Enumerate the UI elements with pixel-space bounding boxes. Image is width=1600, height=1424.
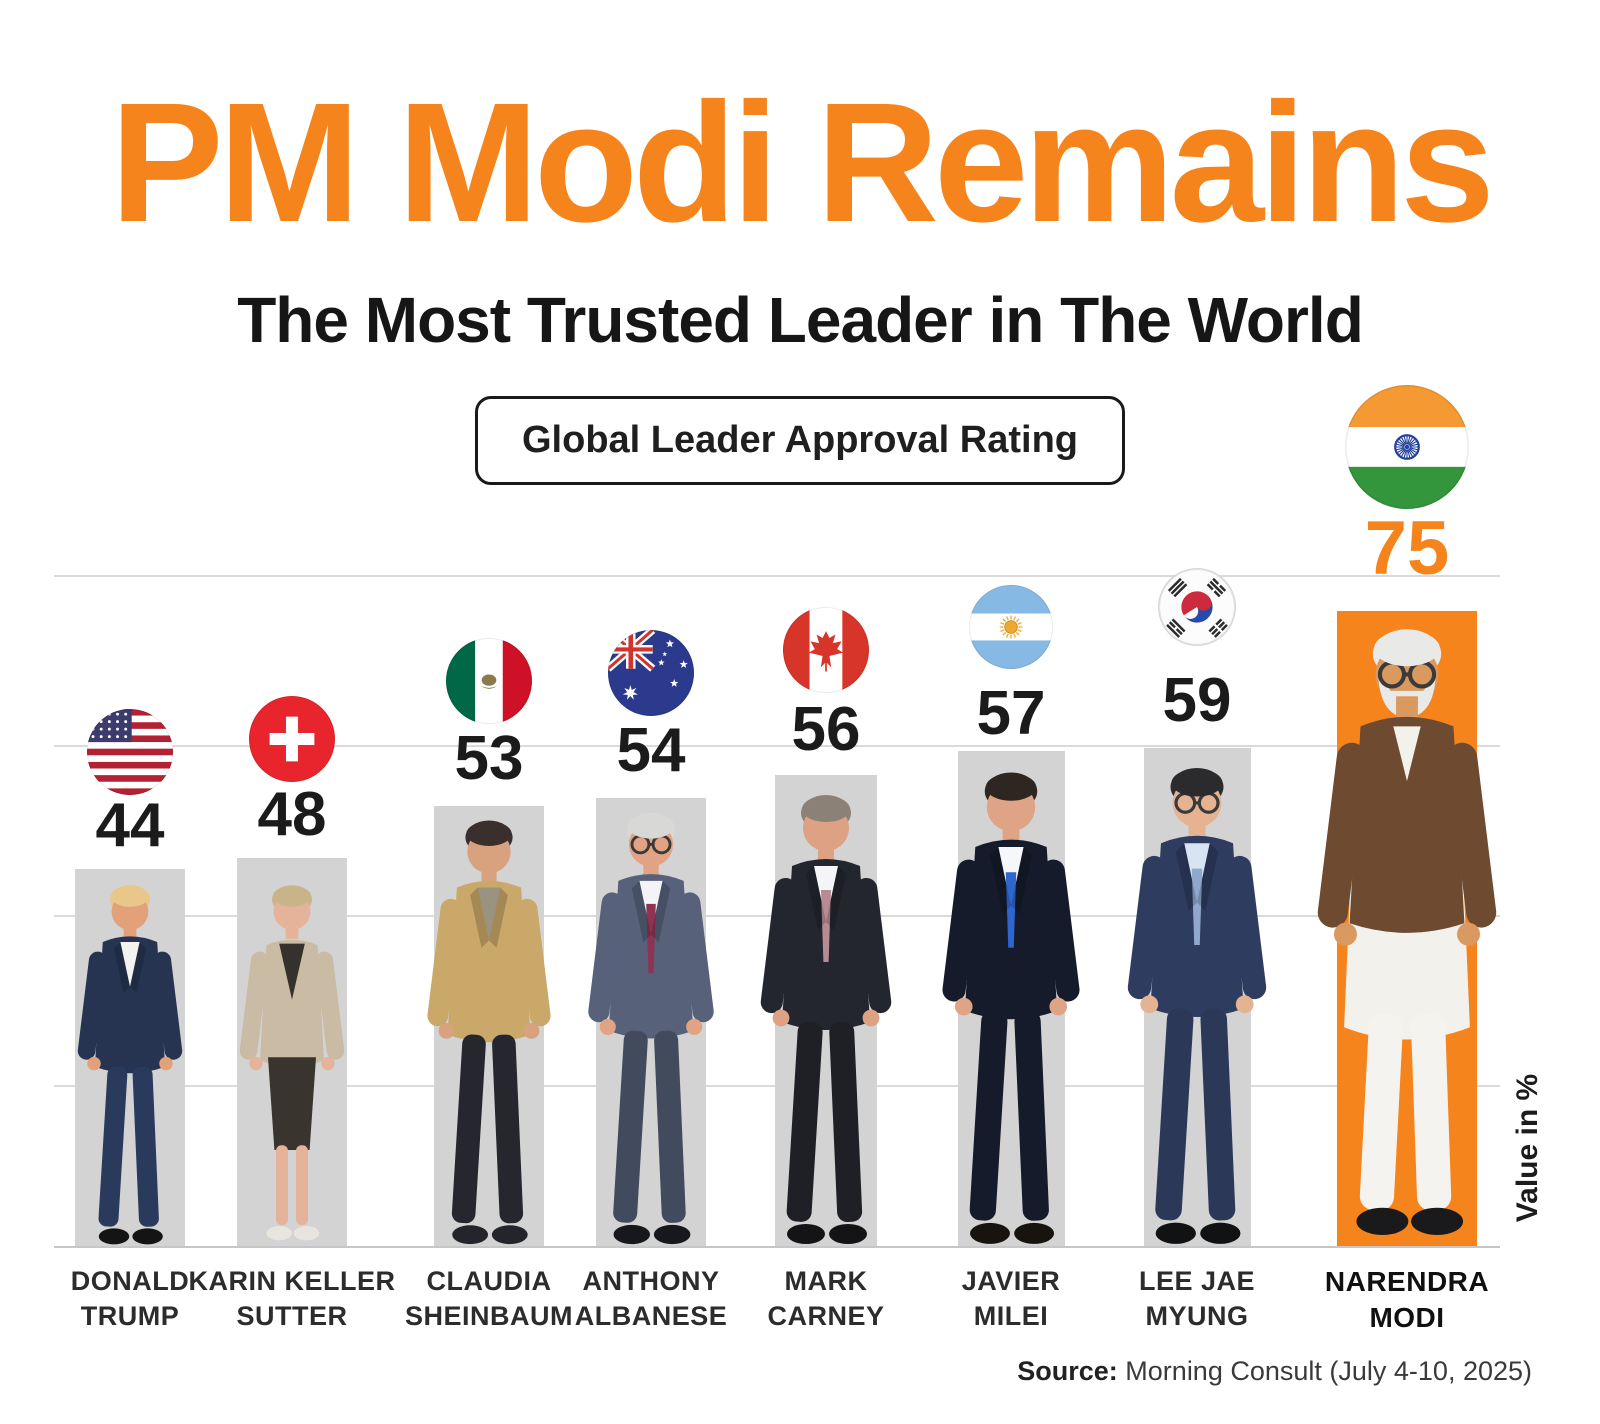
leader-photo-karin-keller-sutter bbox=[239, 885, 345, 1241]
leader-name-lee-jae-myung: LEE JAE MYUNG bbox=[1138, 1266, 1256, 1332]
flag-india-icon bbox=[1344, 384, 1470, 510]
chart-column-karin-keller-sutter: 48 KARIN KELLER SUTTER bbox=[189, 695, 395, 1331]
value-label-javier-milei: 57 bbox=[976, 679, 1046, 748]
flag-argentina-icon bbox=[968, 584, 1054, 670]
flag-usa-icon bbox=[86, 708, 174, 796]
leader-photo-lee-jae-myung bbox=[1127, 767, 1267, 1244]
leader-photo-mark-carney bbox=[760, 795, 892, 1244]
source-note: Source: Morning Consult (July 4-10, 2025… bbox=[1017, 1356, 1532, 1387]
leader-photo-javier-milei bbox=[942, 772, 1080, 1244]
value-label-lee-jae-myung: 59 bbox=[1162, 666, 1232, 735]
flag-mexico-icon bbox=[445, 637, 533, 725]
leader-name-mark-carney: MARK CARNEY bbox=[767, 1266, 885, 1332]
leader-name-anthony-albanese: ANTHONY ALBANESE bbox=[574, 1266, 728, 1332]
flag-switzerland-icon bbox=[248, 695, 336, 783]
leader-photo-narendra-modi bbox=[1317, 629, 1497, 1236]
value-axis-label: Value in % bbox=[1511, 1073, 1544, 1223]
page-title: PM Modi Remains bbox=[110, 68, 1495, 258]
leader-name-karin-keller-sutter: KARIN KELLER SUTTER bbox=[188, 1266, 396, 1332]
leader-name-narendra-modi: NARENDRA MODI bbox=[1324, 1266, 1490, 1334]
gridline bbox=[54, 575, 1500, 577]
chart-column-mark-carney: 56 MARK CARNEY bbox=[760, 606, 892, 1331]
leader-name-donald-trump: DONALD TRUMP bbox=[70, 1266, 190, 1332]
flag-australia-icon bbox=[607, 629, 695, 717]
leader-photo-donald-trump bbox=[77, 885, 183, 1245]
chart-column-anthony-albanese: 54 ANTHONY ALBANESE bbox=[575, 629, 727, 1331]
value-label-narendra-modi: 75 bbox=[1364, 506, 1450, 591]
flag-canada-icon bbox=[782, 606, 870, 694]
source-text: Morning Consult (July 4-10, 2025) bbox=[1117, 1356, 1532, 1386]
value-label-mark-carney: 56 bbox=[791, 695, 861, 764]
flag-south_korea-icon bbox=[1157, 567, 1237, 647]
source-label: Source: bbox=[1017, 1356, 1118, 1386]
leader-photo-anthony-albanese bbox=[588, 812, 714, 1245]
leader-name-claudia-sheinbaum: CLAUDIA SHEINBAUM bbox=[404, 1266, 574, 1332]
value-label-karin-keller-sutter: 48 bbox=[257, 780, 327, 849]
chart-title-badge: Global Leader Approval Rating bbox=[474, 396, 1126, 485]
leader-name-javier-milei: JAVIER MILEI bbox=[961, 1266, 1061, 1332]
value-label-claudia-sheinbaum: 53 bbox=[454, 724, 524, 793]
gridline bbox=[54, 745, 1500, 747]
page-subtitle: The Most Trusted Leader in The World bbox=[237, 284, 1364, 356]
chart-column-claudia-sheinbaum: 53 CLAUDIA SHEINBAUM bbox=[405, 637, 573, 1331]
chart-column-lee-jae-myung: 59 LEE JAE MYUNG bbox=[1127, 567, 1267, 1331]
value-label-donald-trump: 44 bbox=[95, 791, 165, 860]
chart-column-javier-milei: 57 JAVIER MILEI bbox=[942, 584, 1080, 1331]
leader-photo-claudia-sheinbaum bbox=[427, 820, 551, 1245]
baseline bbox=[54, 1246, 1500, 1248]
value-label-anthony-albanese: 54 bbox=[616, 716, 686, 785]
chart-column-donald-trump: 44 DONALD TRUMP bbox=[71, 708, 189, 1331]
chart-column-narendra-modi: 75 NARENDRA MODI bbox=[1317, 384, 1497, 1333]
